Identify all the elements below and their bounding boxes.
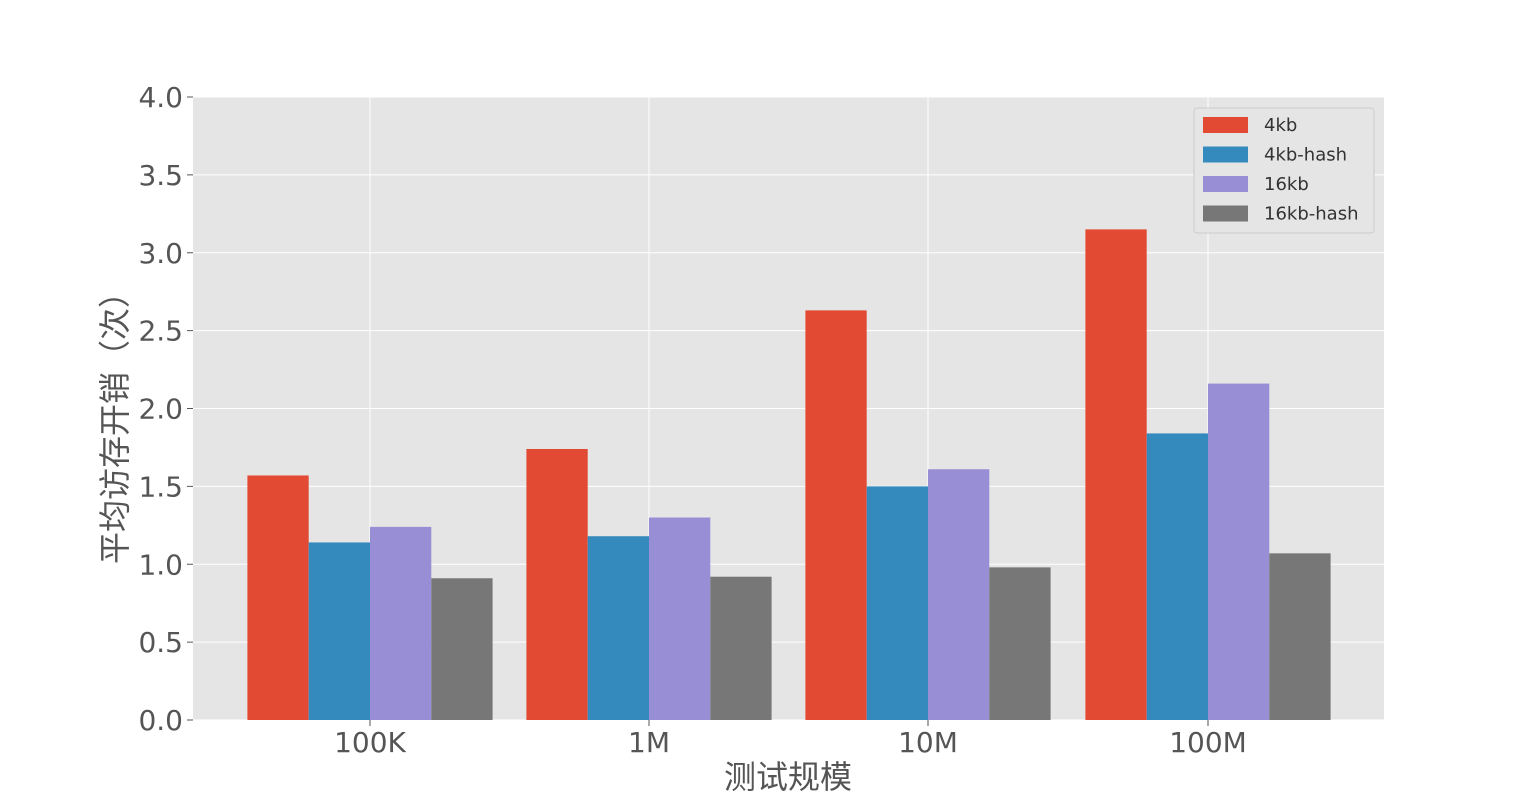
legend-swatch-4kb	[1203, 117, 1248, 133]
bar-4kb-hash-10M	[867, 486, 928, 720]
bar-16kb-1M	[649, 518, 710, 720]
y-tick-label: 0.0	[138, 704, 183, 737]
y-tick-label: 0.5	[138, 626, 183, 659]
bar-16kb-hash-10M	[989, 567, 1050, 720]
x-tick-label: 100M	[1169, 726, 1247, 759]
x-tick-label: 10M	[898, 726, 958, 759]
bar-16kb-100K	[370, 527, 431, 720]
legend-label-16kb: 16kb	[1264, 174, 1309, 195]
bar-16kb-10M	[928, 469, 989, 720]
y-tick-label: 1.0	[138, 548, 183, 581]
x-tick-label: 1M	[628, 726, 670, 759]
legend-swatch-16kb	[1203, 176, 1248, 192]
legend-label-4kb-hash: 4kb-hash	[1264, 145, 1347, 166]
bar-4kb-hash-1M	[588, 536, 649, 720]
y-tick-label: 4.0	[138, 81, 183, 114]
y-tick-label: 1.5	[138, 470, 183, 503]
bar-16kb-hash-100M	[1269, 553, 1330, 720]
bar-16kb-hash-100K	[431, 578, 492, 720]
bar-4kb-1M	[526, 449, 587, 720]
bar-16kb-hash-1M	[710, 577, 771, 720]
bar-4kb-hash-100K	[309, 542, 370, 720]
x-axis-ticks: 100K 1M 10M 100M	[334, 720, 1247, 759]
legend: 4kb 4kb-hash 16kb 16kb-hash	[1194, 108, 1374, 233]
y-tick-label: 3.5	[138, 159, 183, 192]
bar-16kb-100M	[1208, 384, 1269, 720]
legend-label-16kb-hash: 16kb-hash	[1264, 204, 1358, 225]
y-axis-ticks: 0.0 0.5 1.0 1.5 2.0 2.5 3.0 3.5 4.0	[138, 81, 193, 737]
y-tick-label: 2.0	[138, 393, 183, 426]
y-axis-title: 平均访存开销（次）	[96, 276, 134, 564]
legend-swatch-16kb-hash	[1203, 206, 1248, 222]
legend-swatch-4kb-hash	[1203, 147, 1248, 163]
y-tick-label: 3.0	[138, 237, 183, 270]
x-tick-label: 100K	[334, 726, 406, 759]
bar-4kb-100K	[247, 475, 308, 720]
y-tick-label: 2.5	[138, 315, 183, 348]
bar-4kb-10M	[805, 310, 866, 720]
legend-label-4kb: 4kb	[1264, 115, 1297, 136]
bar-4kb-hash-100M	[1147, 433, 1208, 720]
x-axis-title: 测试规模	[724, 758, 852, 796]
bar-4kb-100M	[1085, 229, 1146, 720]
